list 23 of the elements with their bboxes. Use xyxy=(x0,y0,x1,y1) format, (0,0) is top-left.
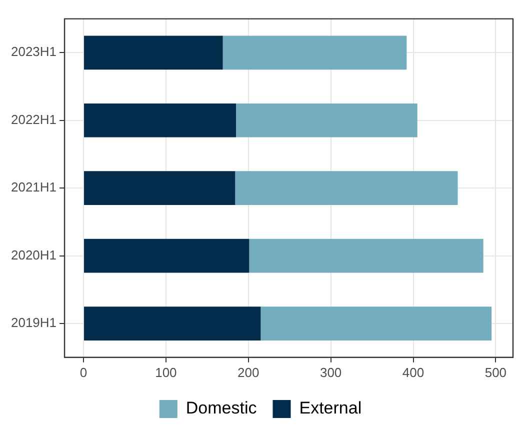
bar xyxy=(260,306,492,340)
x-tick-label: 300 xyxy=(320,364,342,380)
y-tick-label: 2019H1 xyxy=(10,315,57,330)
x-tick-label: 200 xyxy=(238,364,260,380)
bar xyxy=(222,36,407,70)
bar xyxy=(84,171,236,206)
x-tick-label: 500 xyxy=(484,364,507,380)
legend-label: Domestic xyxy=(186,398,258,418)
x-tick-label: 400 xyxy=(402,364,424,380)
legend-label: External xyxy=(299,398,362,418)
x-tick-label: 100 xyxy=(155,364,177,380)
bar xyxy=(84,36,223,70)
y-tick-label: 2023H1 xyxy=(10,44,57,60)
bar xyxy=(84,103,236,138)
y-tick-label: 2021H1 xyxy=(10,180,57,195)
bar xyxy=(249,238,484,273)
x-tick-label: 0 xyxy=(80,364,88,380)
bar xyxy=(236,103,418,138)
y-tick-label: 2020H1 xyxy=(10,247,57,262)
bar xyxy=(84,306,261,340)
bar xyxy=(235,171,458,206)
bar xyxy=(84,238,250,273)
y-tick-label: 2022H1 xyxy=(10,112,57,127)
